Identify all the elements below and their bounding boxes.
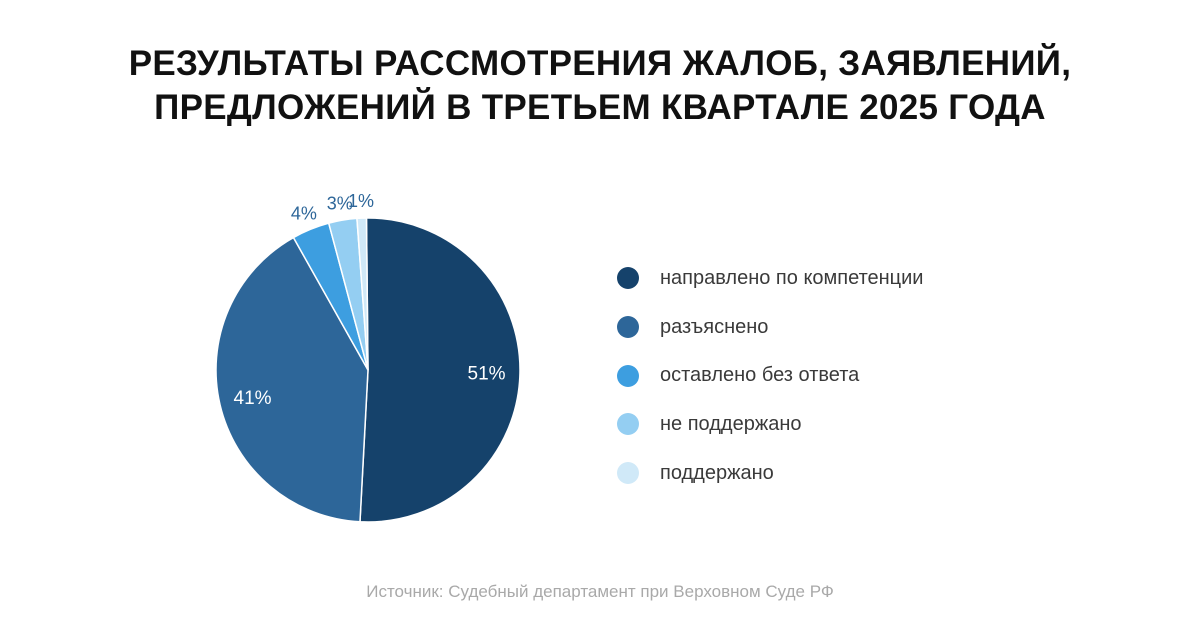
- legend-item-5: поддержано: [617, 449, 923, 498]
- legend-swatch-1: [617, 267, 639, 290]
- legend-item-3: оставлено без ответа: [617, 351, 923, 400]
- legend-item-2: разъяснено: [617, 303, 923, 352]
- pie-value-label-3: 4%: [291, 204, 317, 224]
- legend-label-3: оставлено без ответа: [660, 364, 860, 387]
- chart-legend: направлено по компетенции разъяснено остав…: [617, 254, 923, 497]
- pie-chart: 51% 41% 4% 3%1%: [215, 191, 521, 523]
- legend-item-4: не поддержано: [617, 400, 923, 449]
- pie-value-label-4: 3%: [327, 193, 353, 213]
- pie-value-label-1: 51%: [468, 364, 506, 385]
- pie-slice-1: [359, 217, 521, 523]
- chart-title-line-1: РЕЗУЛЬТАТЫ РАССМОТРЕНИЯ ЖАЛОБ, ЗАЯВЛЕНИЙ…: [128, 44, 1072, 83]
- pie-value-label-2: 41%: [234, 388, 272, 409]
- pie-value-label-5: 1%: [348, 191, 374, 211]
- pie-slice-2: [215, 236, 369, 523]
- legend-swatch-4: [617, 413, 639, 436]
- source-note: Источник: Судебный департамент при Верхо…: [366, 582, 834, 601]
- legend-item-1: направлено по компетенции: [617, 254, 923, 303]
- legend-swatch-3: [617, 364, 639, 387]
- legend-label-4: не поддержано: [660, 412, 802, 435]
- legend-label-1: направлено по компетенции: [660, 266, 924, 289]
- chart-title: РЕЗУЛЬТАТЫ РАССМОТРЕНИЯ ЖАЛОБ, ЗАЯВЛЕНИЙ…: [0, 42, 1200, 130]
- legend-label-5: поддержано: [660, 461, 774, 484]
- legend-swatch-5: [617, 462, 639, 485]
- pie-slice-5: [356, 217, 369, 371]
- chart-title-line-2: ПРЕДЛОЖЕНИЙ В ТРЕТЬЕМ КВАРТАЛЕ 2025 ГОДА: [154, 88, 1046, 127]
- legend-label-2: разъяснено: [660, 315, 769, 338]
- legend-swatch-2: [617, 316, 639, 339]
